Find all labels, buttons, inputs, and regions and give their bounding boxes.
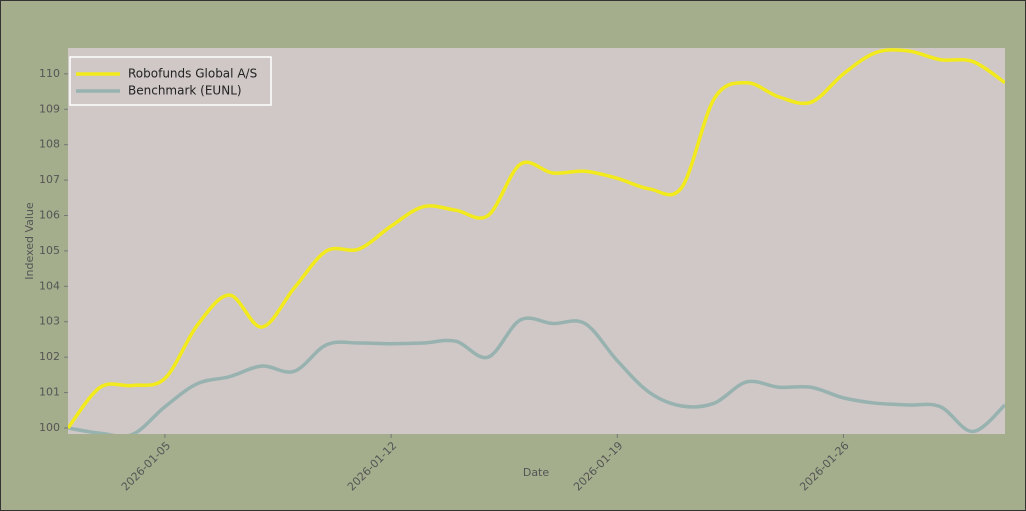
y-tick-label: 110	[39, 67, 60, 80]
y-tick-label: 103	[39, 315, 60, 328]
legend-box	[69, 56, 272, 106]
plot-area	[68, 48, 1005, 434]
line	[68, 316, 1005, 434]
y-tick-label: 104	[39, 279, 60, 292]
y-tick-label: 106	[39, 209, 60, 222]
y-tick-label: 100	[39, 421, 60, 434]
y-axis-label: Indexed Value	[23, 202, 36, 280]
legend-label: Benchmark (EUNL)	[128, 84, 242, 98]
y-tick-label: 109	[39, 102, 60, 115]
y-tick-label: 105	[39, 244, 60, 257]
line	[68, 48, 1005, 430]
y-tick-label: 101	[39, 386, 60, 399]
y-tick-label: 107	[39, 173, 60, 186]
legend-label: Robofunds Global A/S	[128, 67, 257, 81]
x-axis-label: Date	[523, 466, 550, 479]
y-tick-label: 108	[39, 138, 60, 151]
y-tick-label: 102	[39, 350, 60, 363]
